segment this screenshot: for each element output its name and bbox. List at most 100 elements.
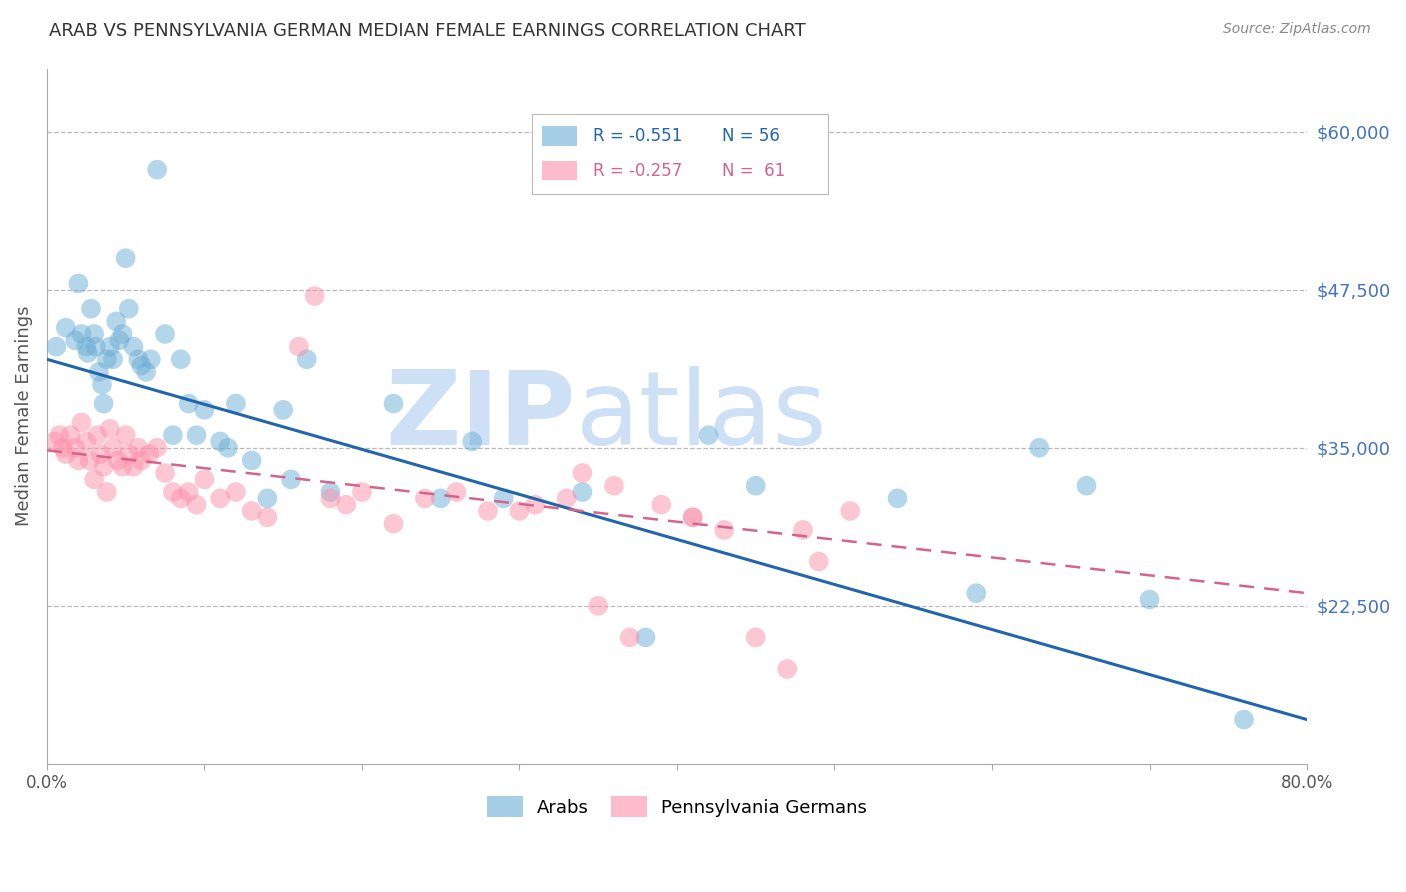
Point [89,447,111,461]
Point [177,396,200,410]
Point [45,340,67,354]
Point [619,631,641,645]
Point [76,346,98,360]
Point [105,314,128,328]
Text: N = 56: N = 56 [723,127,780,145]
Point [162,428,184,442]
Point [271,402,294,417]
Text: R = -0.551: R = -0.551 [592,127,682,145]
Point [93,396,115,410]
Point [170,491,193,506]
Point [146,162,169,177]
Point [807,555,830,569]
Point [225,396,247,410]
Point [186,428,208,442]
Point [446,485,468,500]
Point [256,510,278,524]
Point [508,504,530,518]
Point [524,498,547,512]
Legend: Arabs, Pennsylvania Germans: Arabs, Pennsylvania Germans [479,789,875,824]
Point [101,441,124,455]
Point [70,416,93,430]
Point [75,434,97,449]
Point [170,352,193,367]
Point [127,352,149,367]
FancyBboxPatch shape [543,127,578,145]
Point [146,441,169,455]
Point [111,459,134,474]
Point [839,504,862,518]
Point [713,523,735,537]
Point [571,485,593,500]
Point [429,491,451,506]
Point [83,326,105,341]
Point [108,334,131,348]
Point [84,340,107,354]
Y-axis label: Median Female Earnings: Median Female Earnings [15,306,32,526]
Point [304,289,326,303]
Point [70,326,93,341]
Point [153,326,176,341]
Point [131,359,153,373]
Point [697,428,720,442]
Point [413,491,436,506]
Point [83,472,105,486]
Point [98,422,121,436]
Point [67,277,90,291]
Point [682,510,704,524]
Text: N =  61: N = 61 [723,161,786,179]
Point [139,352,162,367]
FancyBboxPatch shape [531,113,828,194]
Point [209,491,232,506]
Point [886,491,908,506]
Point [225,485,247,500]
Point [492,491,515,506]
Point [96,485,118,500]
Point [319,485,342,500]
Text: R = -0.257: R = -0.257 [592,161,682,179]
Point [114,251,136,265]
Point [382,396,405,410]
Point [67,453,90,467]
Point [461,434,484,449]
Point [193,472,215,486]
Point [744,631,766,645]
Point [571,466,593,480]
Point [65,334,87,348]
Point [52,441,75,455]
Point [319,491,342,506]
Point [193,402,215,417]
Point [240,504,263,518]
Point [240,453,263,467]
Point [1233,713,1256,727]
Point [153,466,176,480]
Point [382,516,405,531]
Point [138,447,160,461]
Point [744,479,766,493]
Point [101,352,124,367]
Point [131,453,153,467]
Point [96,352,118,367]
Point [280,472,302,486]
Point [186,498,208,512]
Point [1139,592,1161,607]
Point [295,352,318,367]
Point [586,599,609,613]
Point [477,504,499,518]
Point [650,498,672,512]
Point [335,498,357,512]
Point [634,631,657,645]
Point [1076,479,1098,493]
Point [177,485,200,500]
Point [107,453,129,467]
Point [75,340,97,354]
Point [127,441,149,455]
Point [118,447,141,461]
Point [217,441,239,455]
Point [682,510,704,524]
Point [87,365,110,379]
Point [86,428,108,442]
Point [65,441,87,455]
Point [122,459,145,474]
Point [288,340,311,354]
